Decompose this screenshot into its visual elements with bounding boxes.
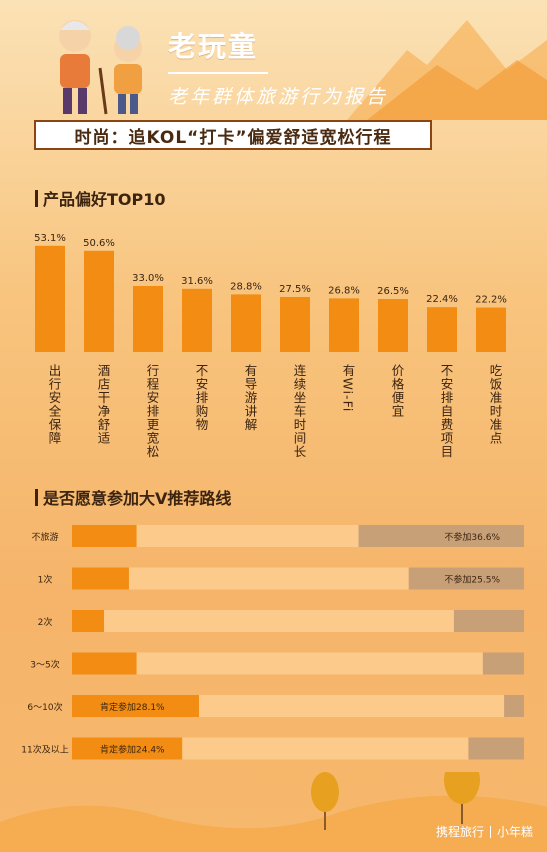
row-label: 3～5次	[30, 659, 59, 671]
section-title-kol-route: 是否愿意参加大V推荐路线	[35, 485, 231, 509]
segment-annotation: 不参加25.5%	[444, 574, 500, 586]
bar-0	[35, 245, 65, 352]
segment-1	[128, 567, 409, 590]
hills-illustration-bottom	[0, 772, 547, 852]
segment-1	[136, 525, 359, 547]
bar-9	[476, 307, 506, 352]
bar-value-label: 28.8%	[230, 281, 262, 292]
bar-3	[182, 288, 212, 352]
headline-text: 时尚：追KOL“打卡”偏爱舒适宽松行程	[74, 127, 392, 148]
segment-1	[182, 737, 469, 760]
bar-value-label: 22.4%	[426, 294, 458, 305]
preference-bar-chart: 53.1% 出行安全保障 50.6% 酒店干净舒适 33.0% 行程安排更宽松 31.6% 不…	[34, 233, 507, 459]
bar-1	[84, 250, 114, 352]
title-accent-bar	[35, 189, 38, 207]
category-label: 有导游讲解	[243, 364, 258, 432]
footer-logo: 携程旅行 小年糕	[436, 823, 533, 840]
elderly-couple-illustration	[59, 20, 142, 115]
bar-5	[280, 297, 310, 352]
category-label: 有Wi-Fi	[341, 364, 356, 412]
segment-1	[104, 610, 454, 632]
section-title-text: 是否愿意参加大V推荐路线	[43, 489, 232, 508]
xiaoniangao-logo-text: 小年糕	[496, 825, 533, 839]
bar-value-label: 26.5%	[377, 286, 409, 297]
segment-0	[72, 652, 137, 675]
row-label: 1次	[38, 574, 53, 586]
segment-annotation: 肯定参加24.4%	[100, 744, 165, 756]
bar-4	[231, 294, 261, 352]
segment-annotation: 不参加36.6%	[444, 531, 500, 543]
section-title-text: 产品偏好TOP10	[43, 190, 166, 209]
row-label: 不旅游	[31, 531, 58, 543]
bar-value-label: 31.6%	[181, 276, 213, 287]
report-subtitle: 老年群体旅游行为报告	[168, 86, 389, 108]
section-title-preferences: 产品偏好TOP10	[35, 186, 166, 210]
category-label: 出行安全保障	[47, 364, 62, 445]
title-accent-bar	[35, 488, 38, 506]
category-label: 行程安排更宽松	[145, 364, 160, 459]
segment-2	[453, 610, 524, 632]
category-label: 价格便宜	[390, 364, 405, 418]
segment-2	[482, 652, 524, 675]
segment-0	[72, 610, 105, 632]
segment-0	[72, 567, 129, 590]
segment-2	[358, 525, 524, 547]
mountain-illustration-top	[347, 20, 547, 120]
logo-separator	[489, 825, 491, 838]
bar-6	[329, 298, 359, 352]
segment-0	[72, 695, 200, 717]
segment-2	[468, 737, 524, 760]
segment-0	[72, 525, 137, 547]
row-label: 11次及以上	[21, 744, 68, 756]
bar-8	[427, 307, 457, 352]
category-label: 连续坐车时间长	[292, 363, 307, 459]
bar-value-label: 26.8%	[328, 285, 360, 296]
row-label: 6～10次	[27, 701, 62, 713]
segment-annotation: 肯定参加28.1%	[100, 701, 165, 713]
bar-value-label: 53.1%	[34, 233, 66, 244]
row-label: 2次	[38, 616, 53, 628]
category-label: 酒店干净舒适	[96, 364, 111, 445]
category-label: 不安排购物	[194, 364, 209, 432]
category-label: 不安排自费项目	[439, 364, 454, 459]
bar-value-label: 33.0%	[132, 273, 164, 284]
segment-1	[199, 695, 505, 717]
segment-2	[504, 695, 524, 717]
bar-2	[133, 286, 163, 352]
bar-value-label: 50.6%	[83, 238, 115, 249]
bar-7	[378, 299, 408, 352]
brand-title: 老玩童	[168, 30, 259, 63]
bar-value-label: 27.5%	[279, 284, 311, 295]
segment-2	[408, 567, 524, 590]
ctrip-logo-text: 携程旅行	[435, 825, 484, 839]
kol-route-stacked-chart: 不旅游 不参加36.6% 1次 不参加25.5% 2次 3～5次 6～10次 肯定参加28.1…	[21, 525, 524, 760]
brand-divider	[168, 72, 268, 74]
bar-value-label: 22.2%	[475, 295, 507, 306]
headline-banner: 时尚：追KOL“打卡”偏爱舒适宽松行程	[34, 120, 432, 150]
segment-1	[136, 652, 483, 675]
category-label: 吃饭准时准点	[488, 364, 503, 445]
segment-0	[72, 737, 183, 760]
